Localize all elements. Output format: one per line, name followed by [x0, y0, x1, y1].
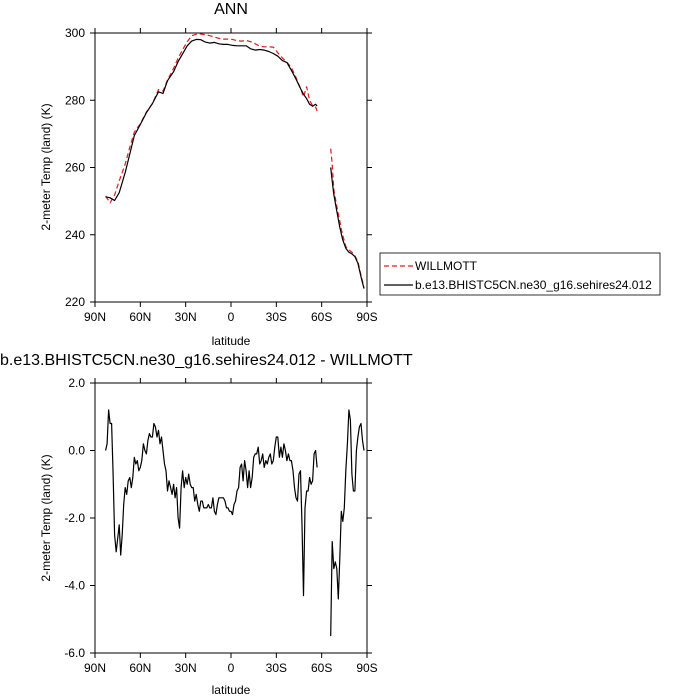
top-series-1-line-1	[330, 167, 365, 289]
bottom-chart-xlabel: latitude	[212, 683, 251, 697]
top-ytick-label: 300	[65, 26, 85, 40]
top-chart-frame	[94, 32, 368, 303]
top-xtick-label: 60S	[311, 310, 332, 324]
top-ytick-label: 220	[65, 295, 85, 309]
top-xtick-label: 90N	[84, 310, 106, 324]
bottom-xtick-label: 60N	[129, 661, 151, 675]
bottom-series-0-line-1	[330, 409, 365, 637]
top-xtick-label: 30S	[266, 310, 287, 324]
legend-willmott-label: WILLMOTT	[415, 259, 478, 273]
bottom-series-0-line-0	[105, 409, 318, 597]
bottom-xtick-label: 90N	[84, 661, 106, 675]
top-xtick-label: 30N	[175, 310, 197, 324]
legend: WILLMOTT b.e13.BHISTC5CN.ne30_g16.sehire…	[379, 252, 661, 296]
bottom-xtick-label: 0	[228, 661, 235, 675]
bottom-xtick-label: 60S	[311, 661, 332, 675]
top-ytick-label: 280	[65, 93, 85, 107]
bottom-chart-title: b.e13.BHISTC5CN.ne30_g16.sehires24.012 -…	[0, 352, 413, 369]
bottom-xtick-label: 90S	[356, 661, 377, 675]
bottom-ytick-label: 0.0	[68, 444, 85, 458]
top-ytick-label: 260	[65, 161, 85, 175]
top-series-0-line-1	[330, 148, 365, 289]
bottom-ytick-label: -6.0	[64, 646, 85, 660]
top-chart-ticks: 90N 60N 30N 0 30S 60S 90S 300 280 260 240 220	[65, 26, 378, 324]
top-chart-xlabel: latitude	[212, 334, 251, 348]
legend-box	[379, 252, 661, 296]
bottom-chart-ticks: 90N 60N 30N 0 30S 60S 90S 2.0 0.0 -2.0 -4.0 -6.0	[64, 376, 377, 675]
top-chart-title: ANN	[214, 1, 248, 18]
top-xtick-label: 90S	[356, 310, 377, 324]
bottom-xtick-label: 30S	[266, 661, 287, 675]
bottom-ytick-label: 2.0	[68, 376, 85, 390]
top-chart-ylabel: 2-meter Temp (land) (K)	[39, 103, 53, 230]
top-xtick-label: 0	[228, 310, 235, 324]
top-ytick-label: 240	[65, 228, 85, 242]
top-chart-lines	[105, 33, 365, 289]
bottom-chart: b.e13.BHISTC5CN.ne30_g16.sehires24.012 -…	[0, 352, 413, 697]
bottom-chart-lines	[105, 409, 365, 637]
top-series-1-line-0	[105, 38, 318, 202]
top-xtick-label: 60N	[129, 310, 151, 324]
bottom-chart-frame	[94, 382, 368, 654]
bottom-xtick-label: 30N	[175, 661, 197, 675]
bottom-chart-ylabel: 2-meter Temp (land) (K)	[39, 454, 53, 581]
legend-model-label: b.e13.BHISTC5CN.ne30_g16.sehires24.012	[415, 278, 652, 292]
top-series-0-line-0	[105, 33, 318, 204]
top-chart: ANN 90N 60N 30N 0 30S 60S 90S 300 280 260 240 220 l…	[39, 1, 378, 348]
bottom-ytick-label: -4.0	[64, 579, 85, 593]
bottom-ytick-label: -2.0	[64, 511, 85, 525]
